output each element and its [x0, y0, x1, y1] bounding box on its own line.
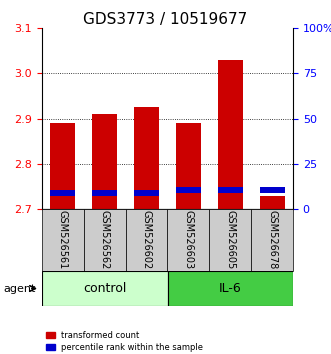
FancyBboxPatch shape: [42, 271, 167, 306]
FancyBboxPatch shape: [42, 209, 84, 271]
Text: GSM526562: GSM526562: [100, 210, 110, 270]
Bar: [176, 123, 201, 209]
Bar: [92, 190, 117, 196]
Bar: [218, 187, 243, 193]
Bar: [260, 196, 285, 209]
Text: GDS3773 / 10519677: GDS3773 / 10519677: [83, 12, 248, 27]
Bar: [134, 190, 159, 196]
FancyBboxPatch shape: [84, 209, 126, 271]
Text: GSM526678: GSM526678: [267, 210, 277, 270]
Bar: [92, 114, 117, 209]
Text: GSM526561: GSM526561: [58, 210, 68, 270]
Bar: [50, 123, 75, 209]
Bar: [176, 187, 201, 193]
Text: GSM526603: GSM526603: [183, 210, 193, 269]
Bar: [218, 60, 243, 209]
Text: control: control: [83, 282, 126, 295]
Text: GSM526602: GSM526602: [142, 210, 152, 270]
Bar: [50, 190, 75, 196]
Legend: transformed count, percentile rank within the sample: transformed count, percentile rank withi…: [46, 331, 203, 352]
FancyBboxPatch shape: [209, 209, 251, 271]
FancyBboxPatch shape: [167, 209, 209, 271]
Bar: [260, 187, 285, 193]
Text: IL-6: IL-6: [219, 282, 242, 295]
FancyBboxPatch shape: [126, 209, 167, 271]
FancyBboxPatch shape: [251, 209, 293, 271]
Bar: [134, 107, 159, 209]
Text: GSM526605: GSM526605: [225, 210, 235, 270]
FancyBboxPatch shape: [167, 271, 293, 306]
Text: agent: agent: [3, 284, 36, 293]
